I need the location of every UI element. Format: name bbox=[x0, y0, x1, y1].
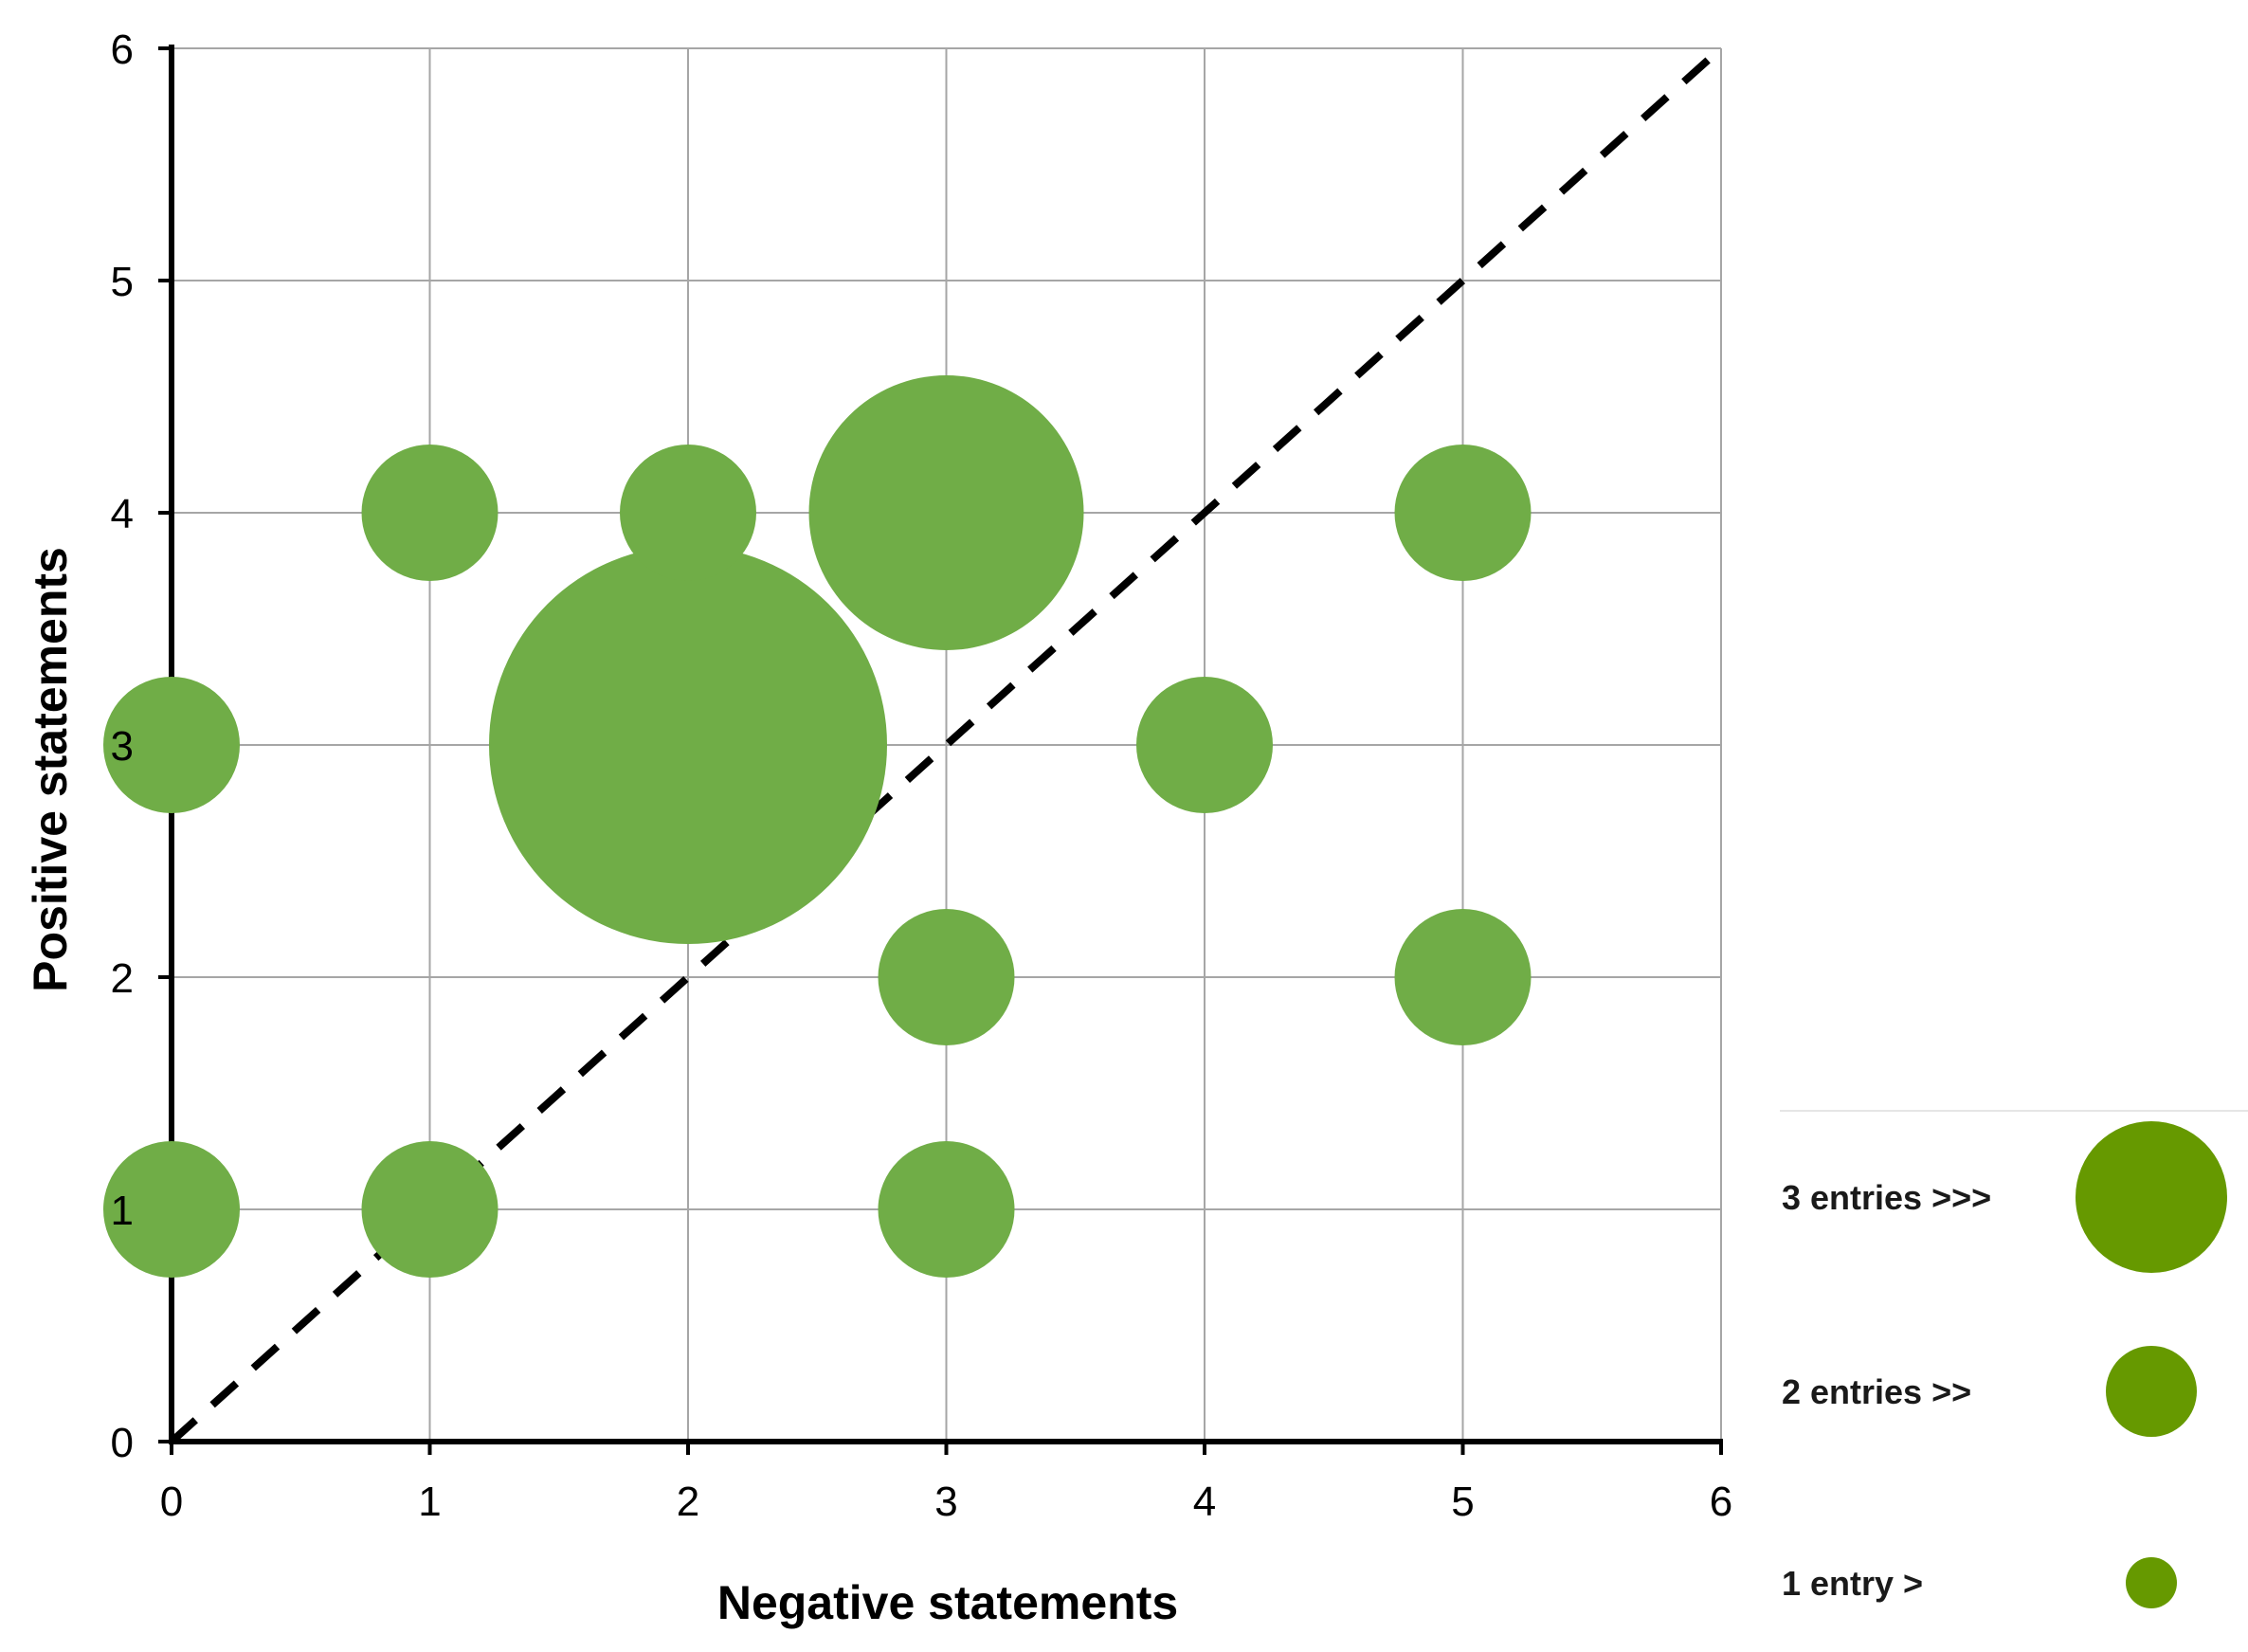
y-axis-title: Positive statements bbox=[24, 547, 77, 992]
x-tick-label: 3 bbox=[934, 1479, 957, 1525]
x-axis-title: Negative statements bbox=[717, 1576, 1178, 1629]
legend-label: 1 entry > bbox=[1782, 1564, 1923, 1603]
legend-bubble bbox=[2076, 1121, 2227, 1273]
bubble-point bbox=[1394, 909, 1532, 1045]
legend: 3 entries >>> 2 entries >> 1 entry > bbox=[1780, 1110, 2248, 1608]
bubble-point bbox=[361, 1141, 499, 1278]
bubble-point bbox=[361, 445, 499, 581]
y-tick-label: 4 bbox=[111, 491, 134, 537]
legend-label: 2 entries >> bbox=[1782, 1372, 1971, 1411]
bubble-point bbox=[1136, 677, 1273, 813]
x-tick-label: 5 bbox=[1451, 1479, 1474, 1525]
bubble-point bbox=[489, 546, 887, 944]
bubbles bbox=[103, 375, 1532, 1278]
bubble-point bbox=[808, 375, 1084, 650]
y-tick-label: 3 bbox=[111, 723, 134, 770]
bubble-point bbox=[620, 445, 756, 581]
y-tick-label: 2 bbox=[111, 955, 134, 1002]
x-tick-label: 2 bbox=[677, 1479, 699, 1525]
x-tick-label: 6 bbox=[1710, 1479, 1732, 1525]
bubble-point bbox=[1394, 445, 1532, 581]
tick-labels: 0 1 2 3 4 5 6 0 1 2 3 4 5 6 bbox=[111, 27, 1733, 1525]
y-tick-label: 0 bbox=[111, 1420, 134, 1466]
x-tick-label: 1 bbox=[418, 1479, 441, 1525]
bubble-point bbox=[878, 909, 1015, 1045]
bubble-point bbox=[103, 1141, 240, 1278]
legend-bubble bbox=[2126, 1557, 2177, 1608]
legend-bubble bbox=[2106, 1346, 2197, 1437]
x-tick-label: 0 bbox=[160, 1479, 183, 1525]
y-tick-label: 6 bbox=[111, 27, 134, 73]
bubble-point bbox=[103, 677, 240, 813]
x-tick-label: 4 bbox=[1193, 1479, 1216, 1525]
legend-label: 3 entries >>> bbox=[1782, 1178, 1991, 1217]
y-tick-label: 5 bbox=[111, 259, 134, 305]
y-tick-label: 1 bbox=[111, 1188, 134, 1234]
bubble-point bbox=[878, 1141, 1015, 1278]
